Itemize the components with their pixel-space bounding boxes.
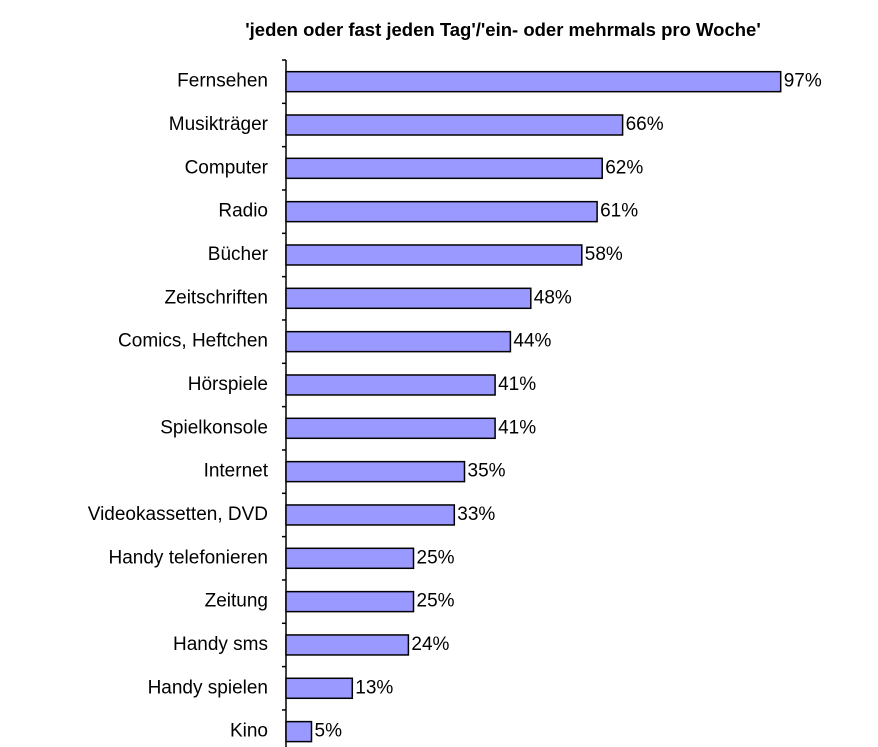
bar: [285, 374, 496, 396]
bar: [285, 244, 583, 266]
value-label: 44%: [513, 331, 551, 352]
bar: [285, 330, 512, 353]
bar: [285, 287, 532, 310]
value-label: 25%: [417, 591, 455, 612]
value-label: 66%: [626, 114, 664, 135]
value-label: 97%: [784, 71, 822, 92]
category-label: Musikträger: [169, 114, 269, 135]
category-label: Handy spielen: [148, 677, 268, 698]
bar: [285, 200, 598, 223]
bar: [285, 590, 415, 613]
chart-title: 'jeden oder fast jeden Tag'/'ein- oder m…: [245, 19, 761, 40]
value-label: 24%: [411, 634, 449, 655]
value-label: 58%: [585, 244, 623, 265]
value-label: 25%: [417, 547, 455, 568]
category-label: Videokassetten, DVD: [88, 504, 268, 525]
bar: [285, 157, 603, 180]
value-label: 48%: [534, 287, 572, 308]
category-label: Spielkonsole: [160, 417, 268, 438]
value-label: 35%: [468, 461, 506, 482]
category-label: Kino: [230, 721, 268, 742]
value-label: 61%: [600, 201, 638, 222]
bar: [285, 417, 496, 440]
value-label: 33%: [457, 504, 495, 525]
category-label: Internet: [204, 461, 269, 482]
value-label: 13%: [355, 677, 393, 698]
value-label: 5%: [315, 721, 343, 742]
category-label: Zeitung: [205, 591, 268, 612]
category-label: Fernsehen: [177, 71, 268, 92]
bar: [285, 634, 410, 656]
category-label: Comics, Heftchen: [118, 331, 268, 352]
category-label: Bücher: [208, 244, 269, 265]
category-label: Computer: [185, 157, 269, 178]
bar: [285, 547, 415, 570]
bar: [285, 114, 624, 136]
category-label: Hörspiele: [188, 374, 268, 395]
category-label: Handy telefonieren: [109, 547, 269, 568]
value-label: 41%: [498, 417, 536, 438]
bar: [285, 677, 354, 700]
bar: [285, 504, 456, 526]
bar: [285, 70, 782, 93]
category-label: Radio: [218, 201, 268, 222]
category-label: Zeitschriften: [165, 287, 268, 308]
value-label: 62%: [605, 157, 643, 178]
category-label: Handy sms: [173, 634, 268, 655]
bar: [285, 720, 313, 743]
value-label: 41%: [498, 374, 536, 395]
bar: [285, 460, 466, 483]
